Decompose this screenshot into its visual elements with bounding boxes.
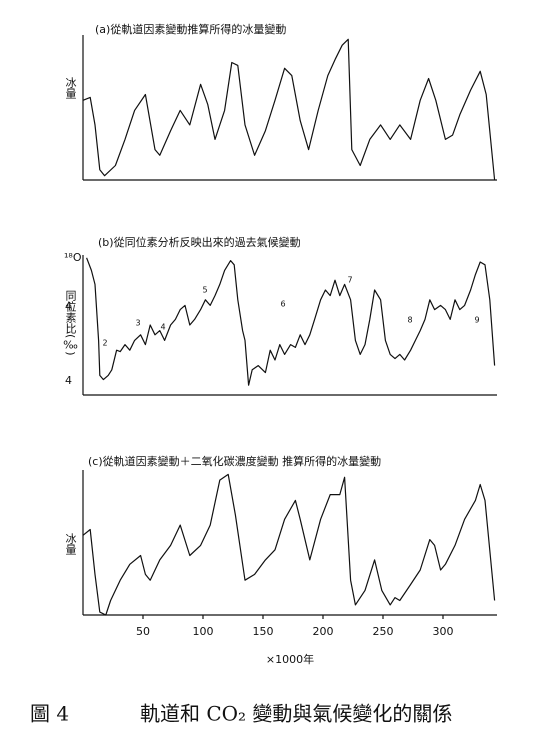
x-tick-label: 200 [313,625,334,638]
annotation: 4 [160,323,165,332]
annotation: 6 [280,300,285,309]
y-side-label: 4 [65,374,72,387]
x-tick-label: 300 [433,625,454,638]
data-line [82,473,496,616]
annotation: 5 [202,286,207,295]
x-tick-label: 100 [193,625,214,638]
annotation: 9 [474,316,479,325]
annotation: 2 [102,339,107,348]
data-line [82,38,496,181]
data-line [86,257,496,386]
figure-label: 圖 4 [30,702,69,726]
y-axis-label-top: ¹⁸O [64,251,82,264]
chart-title: (a)從軌道因素變動推算所得的冰量變動 [95,22,286,36]
x-tick-label: 150 [253,625,274,638]
y-axis-label: 冰量 [64,77,77,99]
annotation: 3 [135,319,140,328]
y-axis-label: 同位素比(‰) [62,290,77,356]
chart-title: (c)從軌道因素變動＋二氧化碳濃度變動 推算所得的冰量變動 [88,454,381,468]
figure-caption: 軌道和 CO₂ 變動與氣候變化的關係 [140,702,452,726]
y-side-label: 4 [65,300,72,313]
y-axis-label: 冰量 [64,533,77,555]
x-axis-label: ×1000年 [266,652,314,666]
chart-title: (b)從同位素分析反映出來的過去氣候變動 [98,235,301,249]
annotation: 8 [407,316,412,325]
annotation: 7 [347,276,352,285]
x-tick-label: 250 [373,625,394,638]
x-tick-label: 50 [136,625,150,638]
